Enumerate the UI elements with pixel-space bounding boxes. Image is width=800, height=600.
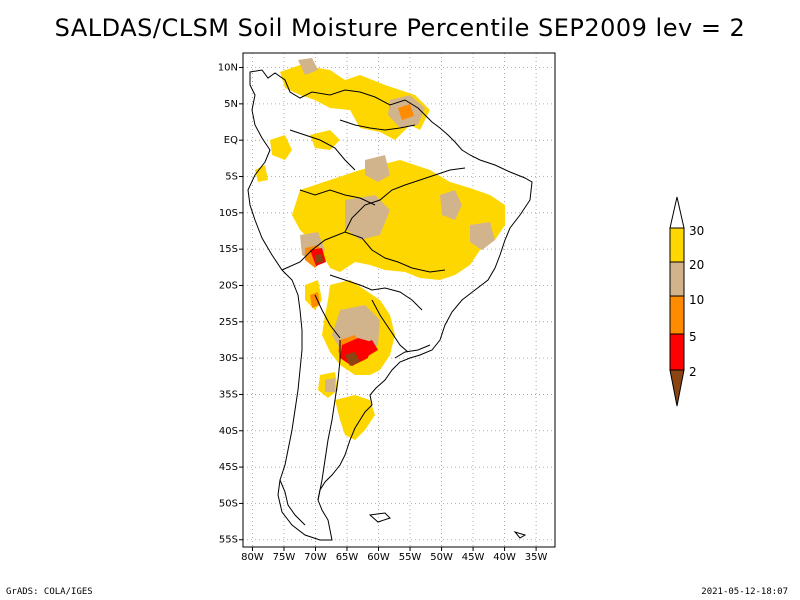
- coastline: [247, 69, 533, 541]
- lat-label: 15S: [219, 244, 238, 255]
- lat-label: 5S: [225, 172, 238, 183]
- lon-label: 70W: [304, 552, 327, 563]
- lat-label: 10S: [219, 208, 238, 219]
- legend-label-20: 20: [689, 258, 704, 272]
- legend-bin-orange: [669, 295, 685, 335]
- lon-label: 80W: [241, 552, 264, 563]
- legend-label-2: 2: [689, 365, 697, 379]
- lon-label: 55W: [399, 552, 422, 563]
- lat-label: 20S: [219, 280, 238, 291]
- footer-credit: GrADS: COLA/IGES: [6, 587, 93, 597]
- latitude-labels: 10N 5N EQ 5S 10S 15S 20S 25S 30S 35S 40S 45S 50S 55S: [218, 63, 238, 546]
- lat-label: 5N: [224, 99, 238, 110]
- longitude-labels: 80W 75W 70W 65W 60W 55W 50W 45W 40W 35W: [241, 552, 547, 563]
- legend-arrow-bottom: [669, 369, 685, 407]
- lon-label: 60W: [367, 552, 390, 563]
- percentile-shading: [255, 58, 505, 440]
- legend-bin-tan: [669, 261, 685, 297]
- lat-label: 25S: [219, 317, 238, 328]
- lon-label: 40W: [493, 552, 516, 563]
- lon-label: 45W: [462, 552, 485, 563]
- lat-label: 40S: [219, 426, 238, 437]
- map-title: SALDAS/CLSM Soil Moisture Percentile SEP…: [54, 14, 746, 42]
- lon-label: 65W: [336, 552, 359, 563]
- lon-label: 35W: [525, 552, 548, 563]
- lon-label: 50W: [430, 552, 453, 563]
- lat-label: EQ: [224, 135, 238, 146]
- legend-label-10: 10: [689, 293, 704, 307]
- lat-label: 55S: [219, 535, 238, 546]
- lon-label: 75W: [273, 552, 296, 563]
- lat-label: 30S: [219, 353, 238, 364]
- legend-bin-red: [669, 333, 685, 371]
- lat-label: 45S: [219, 462, 238, 473]
- legend-arrow-top: [669, 196, 685, 229]
- colorbar-legend: [669, 196, 685, 407]
- lat-label: 50S: [219, 498, 238, 509]
- legend-label-30: 30: [689, 224, 704, 238]
- lat-label: 10N: [218, 63, 238, 74]
- legend-label-5: 5: [689, 330, 697, 344]
- footer-timestamp: 2021-05-12-18:07: [701, 587, 788, 597]
- map-frame: [242, 52, 556, 548]
- lat-label: 35S: [219, 389, 238, 400]
- legend-bin-yellow: [669, 227, 685, 263]
